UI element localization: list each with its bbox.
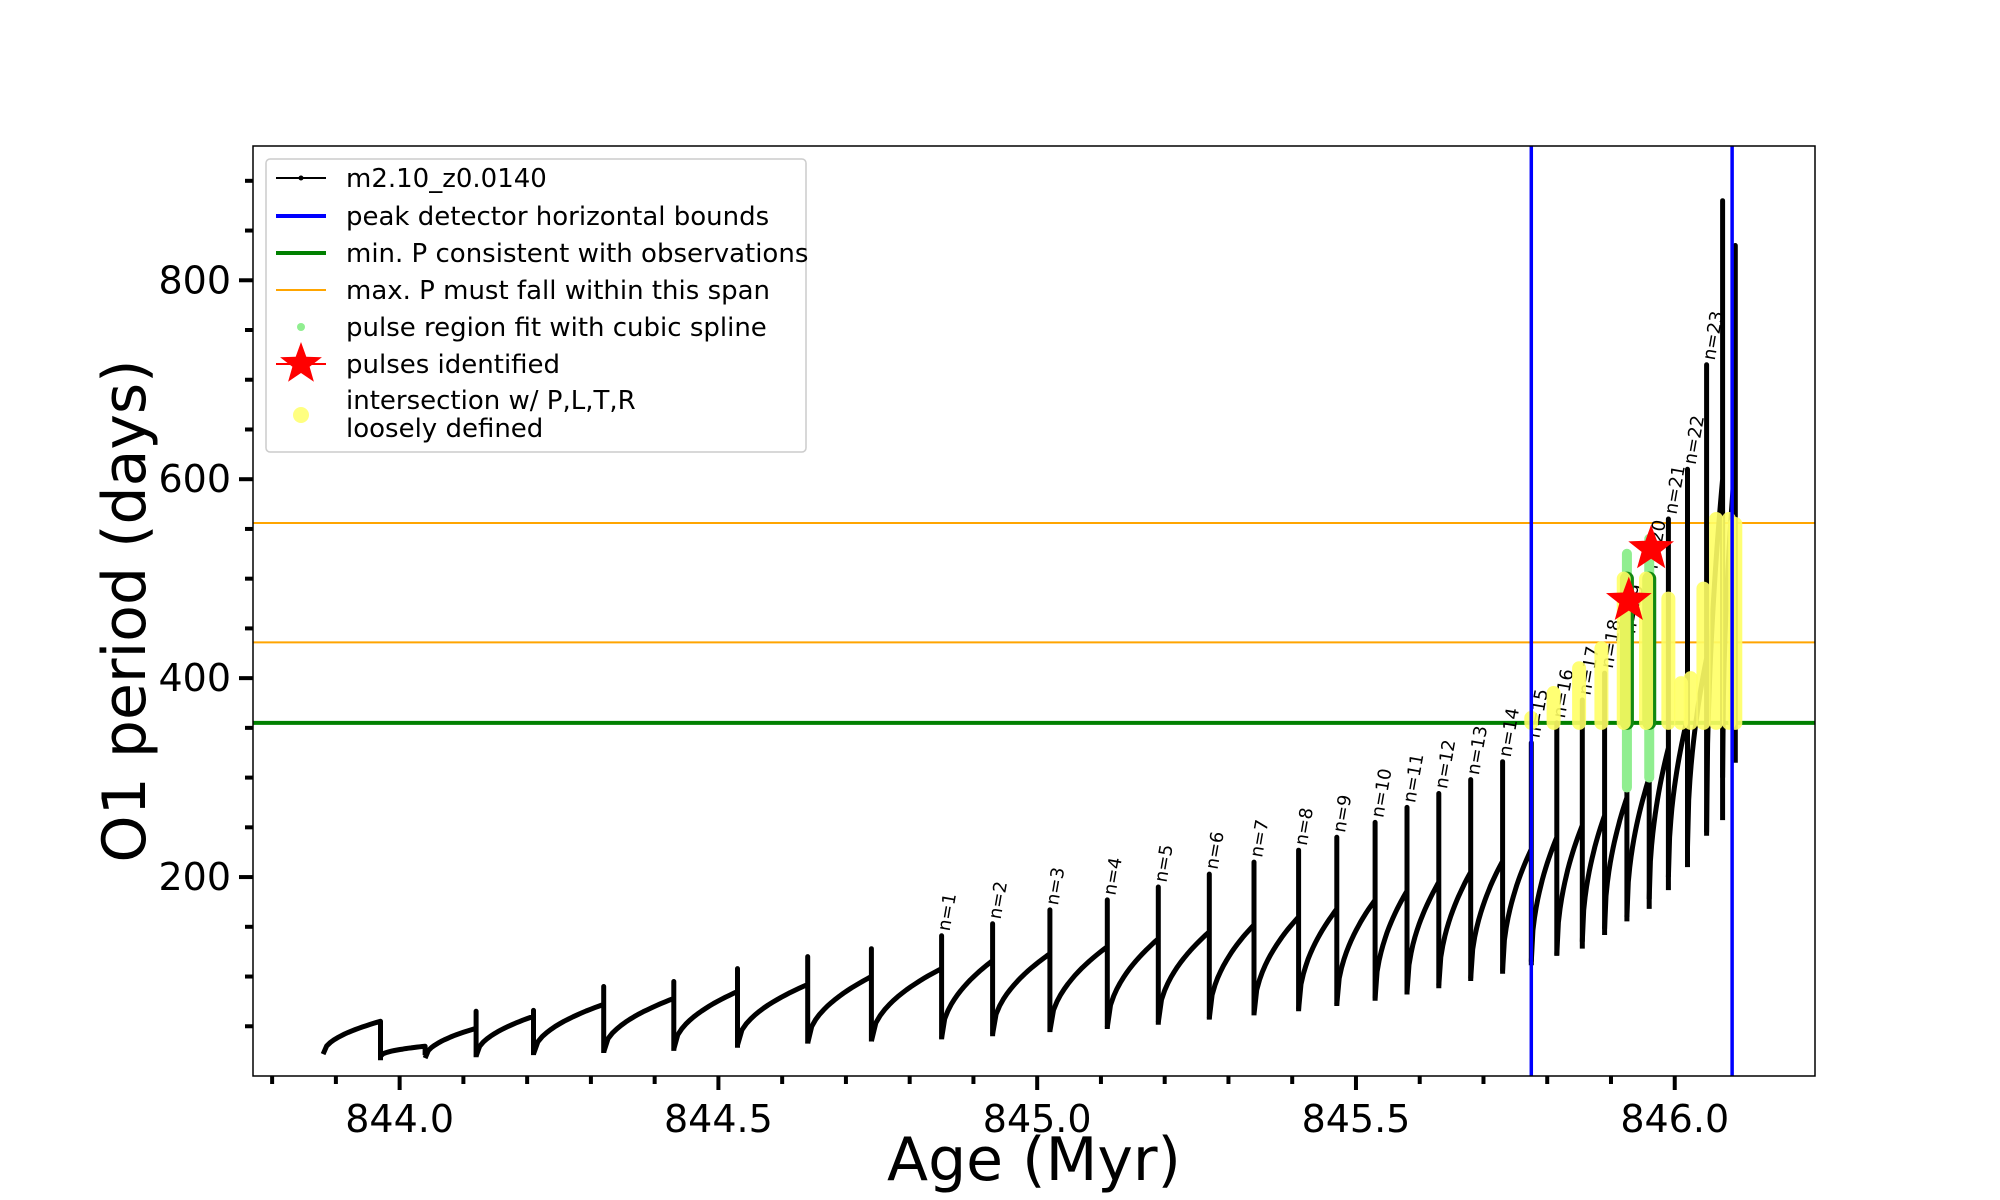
y-tick-label: 600 (158, 457, 231, 501)
y-tick-label: 800 (158, 258, 231, 302)
pulse-curve-17 (1296, 834, 1340, 1010)
legend-box (265, 158, 807, 453)
pulse-curve-24 (1528, 720, 1560, 962)
pulse-curve-18 (1334, 819, 1378, 1005)
pulse-curve-25 (1554, 697, 1585, 955)
legend-marker (297, 323, 305, 331)
pulse-curve-19 (1372, 804, 1410, 999)
y-tick-label: 400 (158, 656, 231, 700)
pulse-curve-14 (1155, 871, 1212, 1023)
pulse-curve-4 (531, 984, 607, 1055)
pulse-curve-11 (990, 907, 1053, 1035)
legend-label: min. P consistent with observations (346, 239, 808, 269)
pulse-curve-12 (1047, 897, 1110, 1032)
x-tick-label: 844.0 (345, 1097, 454, 1141)
legend-label: max. P must fall within this span (346, 276, 770, 306)
legend-marker (298, 175, 304, 181)
pulse-curve-6 (671, 966, 740, 1050)
legend-marker (293, 407, 309, 423)
legend-star (280, 342, 322, 382)
x-tick-label: 844.5 (664, 1097, 773, 1141)
pulse-curve-7 (735, 954, 811, 1046)
pulse-curve-29 (1646, 516, 1671, 900)
x-axis: 844.0 844.5 845.0 845.5 846.0 (270, 1076, 1729, 1141)
pulse-curve-1 (378, 1043, 428, 1058)
pulse-curve-8 (805, 946, 874, 1044)
y-axis: 200 400 600 800 (158, 178, 253, 1029)
legend-label: intersection w/ P,L,T,R (346, 386, 636, 416)
pulse-curve-27 (1602, 635, 1630, 929)
legend-label: pulse region fit with cubic spline (346, 313, 767, 343)
plot-frame (252, 145, 1816, 1077)
pulse-curve-2 (422, 1008, 479, 1060)
pulse-curve-22 (1468, 759, 1506, 979)
legend-label: loosely defined (346, 414, 543, 444)
x-tick-label: 846.0 (1620, 1097, 1729, 1141)
pulse-curve-9 (868, 933, 945, 1042)
pulse-curve-20 (1404, 791, 1442, 993)
pulse-curve-5 (601, 979, 677, 1053)
y-axis-title: O1 period (days) (90, 359, 160, 862)
pulse-curve-3 (473, 1007, 536, 1057)
pulse-curve-10 (939, 921, 996, 1039)
pulse-star-1 (1628, 524, 1674, 569)
pulse-curve-21 (1436, 777, 1474, 986)
pulse-curve-15 (1206, 859, 1257, 1019)
legend-label: peak detector horizontal bounds (346, 202, 769, 232)
pulse-curve-23 (1500, 740, 1534, 971)
y-tick-label: 200 (158, 855, 231, 899)
x-tick-label: 845.5 (1302, 1097, 1411, 1141)
x-tick-label: 845.0 (983, 1097, 1092, 1141)
pulse-curve-13 (1104, 884, 1161, 1028)
x-axis-title: Age (Myr) (887, 1125, 1181, 1195)
pulse-curve-16 (1251, 847, 1302, 1015)
pulse-star-0 (1606, 576, 1652, 620)
pulse-curve-0 (320, 1018, 383, 1061)
legend-label: m2.10_z0.0140 (346, 164, 547, 194)
legend-label: pulses identified (346, 350, 560, 380)
pulse-curve-26 (1579, 670, 1608, 942)
